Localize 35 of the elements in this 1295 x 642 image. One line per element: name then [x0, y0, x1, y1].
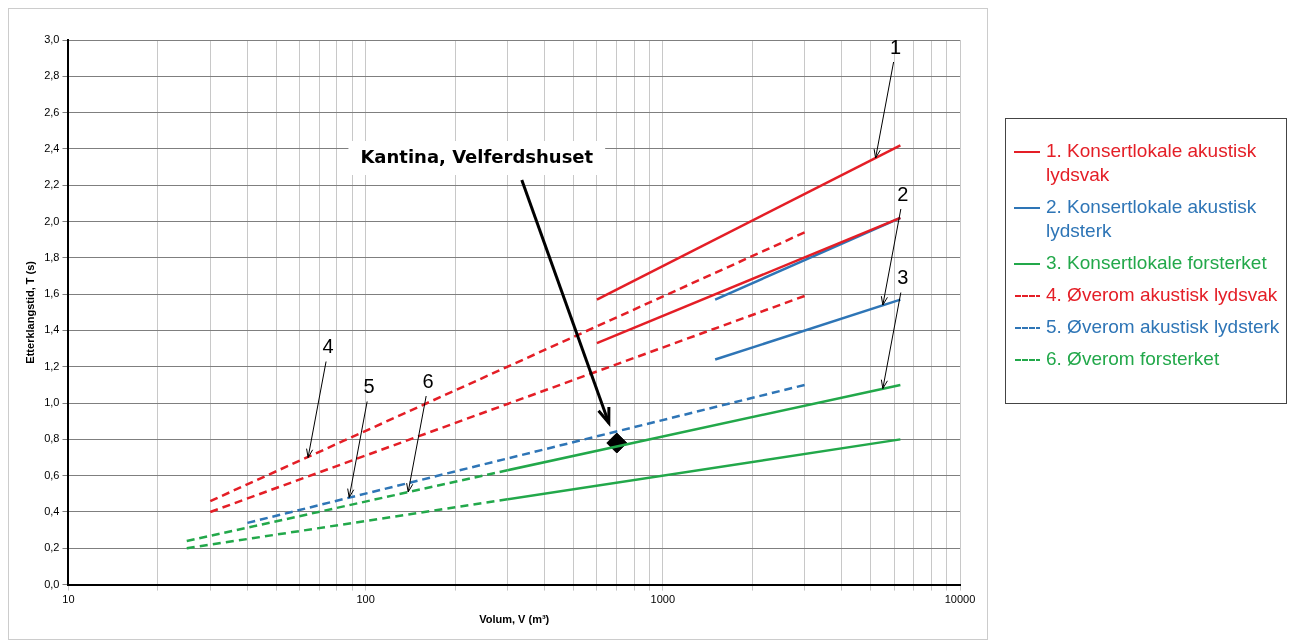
- x-axis-title: Volum, V (m³): [479, 613, 550, 626]
- y-tick-label: 0,4: [44, 505, 60, 518]
- annotation: 4: [322, 335, 334, 358]
- y-tick-label: 0,8: [44, 432, 60, 445]
- y-tick-label: 1,4: [44, 323, 60, 336]
- legend-label: 1. Konsertlokale akustisk lydsvak: [1046, 139, 1258, 187]
- legend-label: 3. Konsertlokale forsterket: [1046, 251, 1267, 275]
- annotation: 3: [897, 266, 909, 289]
- y-tick-label: 2,8: [44, 69, 60, 82]
- x-tick-label: 100: [356, 593, 375, 606]
- legend-label: 5. Øverom akustisk lydsterk: [1046, 315, 1280, 339]
- legend-label: 4. Øverom akustisk lydsvak: [1046, 283, 1278, 307]
- legend-label: 2. Konsertlokale akustisk lydsterk: [1046, 195, 1258, 243]
- y-tick-label: 1,2: [44, 359, 60, 372]
- annotation: 5: [363, 374, 375, 397]
- y-axis-title: Etterklangstid, T (s): [23, 260, 36, 364]
- y-tick-label: 0,6: [44, 468, 60, 481]
- annotation: 1: [890, 35, 902, 58]
- y-tick-label: 2,4: [44, 141, 60, 154]
- y-tick-label: 2,2: [44, 178, 60, 191]
- y-tick-label: 2,6: [44, 105, 60, 118]
- text: Kantina, Velferdshuset: [360, 145, 594, 167]
- y-tick-label: 0,2: [44, 541, 60, 554]
- x-tick-label: 10000: [944, 593, 976, 606]
- annotation: 2: [897, 182, 909, 205]
- legend-label: 6. Øverom forsterket: [1046, 347, 1220, 371]
- y-tick-label: 0,0: [44, 577, 60, 590]
- y-tick-label: 2,0: [44, 214, 60, 227]
- x-tick-label: 1000: [650, 593, 676, 606]
- y-tick-label: 1,8: [44, 250, 60, 263]
- y-tick-label: 1,6: [44, 287, 60, 300]
- y-tick-label: 1,0: [44, 396, 60, 409]
- y-tick-label: 3,0: [44, 33, 60, 46]
- x-tick-label: 10: [62, 593, 75, 606]
- annotation: 6: [422, 369, 434, 392]
